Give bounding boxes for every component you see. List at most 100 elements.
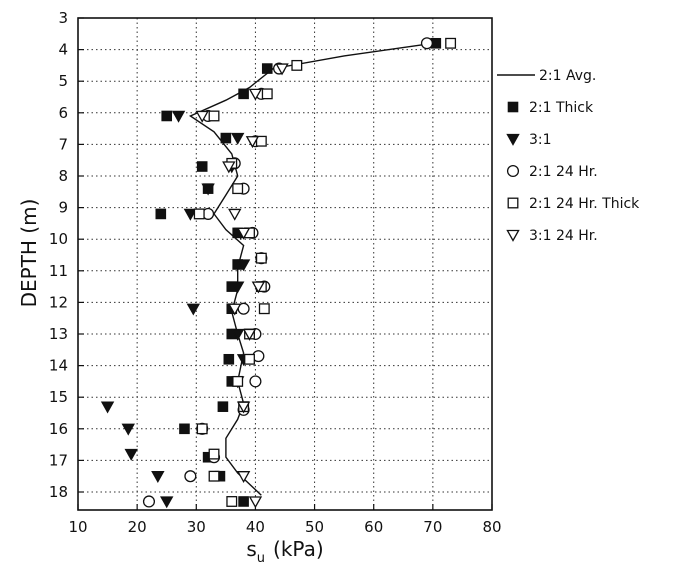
- data-point: [242, 328, 257, 341]
- plot-frame: [77, 17, 493, 511]
- data-point: [186, 303, 201, 316]
- legend-swatch: [507, 197, 519, 209]
- x-tick-label: 20: [128, 518, 147, 536]
- legend-swatch: [506, 164, 520, 178]
- legend: 2:1 Avg. 2:1 Thick 3:1 2:1 24 Hr. 2:1 24 Hr.…: [497, 68, 640, 244]
- legend-item-2-1-avg: 2:1 Avg.: [497, 68, 596, 84]
- y-tick-label: 10: [49, 230, 68, 248]
- data-point: [261, 88, 273, 100]
- y-tick-label: 6: [58, 104, 68, 122]
- y-tick-label: 18: [49, 483, 68, 501]
- y-axis-title: DEPTH (m): [17, 199, 41, 308]
- data-point: [124, 448, 138, 461]
- legend-label: 2:1 Avg.: [539, 68, 596, 84]
- y-tick-label: 11: [49, 262, 68, 280]
- data-point: [179, 423, 190, 435]
- data-point: [222, 161, 236, 174]
- data-point: [208, 110, 220, 122]
- y-tick-label: 9: [58, 199, 68, 217]
- data-point: [420, 37, 433, 50]
- data-point: [245, 136, 260, 149]
- data-point: [230, 328, 245, 341]
- y-tick-label: 15: [49, 388, 68, 406]
- data-point: [230, 281, 245, 294]
- data-point: [255, 252, 267, 264]
- data-point: [223, 353, 235, 365]
- data-point: [249, 375, 262, 388]
- data-point: [232, 183, 244, 195]
- grid: [78, 18, 492, 510]
- data-point: [183, 208, 198, 221]
- legend-item-2-1-24-hr-thick: 2:1 24 Hr. Thick: [507, 196, 640, 212]
- data-point: [195, 110, 209, 123]
- series-3-1-24-hr: [195, 63, 289, 509]
- data-point: [155, 208, 167, 220]
- y-tick-label: 3: [58, 9, 68, 27]
- y-tick-label: 17: [49, 451, 68, 469]
- plot-border: [77, 17, 493, 511]
- data-point: [196, 161, 208, 172]
- y-tick-label: 8: [58, 167, 68, 185]
- data-point: [236, 471, 251, 484]
- data-point: [236, 401, 251, 414]
- y-tick-label: 4: [58, 41, 68, 59]
- x-tick-label: 50: [305, 518, 324, 536]
- x-tick-label: 70: [423, 518, 442, 536]
- data-point: [236, 259, 251, 272]
- data-point: [251, 281, 266, 294]
- data-point: [193, 208, 205, 220]
- data-point: [161, 110, 173, 122]
- series-layer: [100, 37, 457, 509]
- series-2-1-24-hr-thick: [193, 37, 457, 507]
- legend-label: 2:1 Thick: [529, 100, 594, 116]
- legend-label: 2:1 24 Hr. Thick: [529, 196, 640, 212]
- legend-item-3-1-24-hr: 3:1 24 Hr.: [506, 228, 598, 244]
- data-point: [445, 37, 457, 49]
- legend-label: 3:1 24 Hr.: [529, 228, 598, 244]
- legend-item-3-1: 3:1: [506, 132, 552, 148]
- data-point: [171, 110, 186, 123]
- y-tick-label: 16: [49, 420, 68, 438]
- x-tick-label: 10: [68, 518, 87, 536]
- data-point: [238, 496, 249, 507]
- series-2-1-24-hr: [142, 37, 433, 508]
- data-point: [238, 88, 249, 100]
- legend-item-2-1-24-hr: 2:1 24 Hr.: [506, 164, 598, 180]
- legend-swatch: [507, 101, 519, 113]
- data-point: [196, 423, 208, 435]
- data-point: [217, 401, 229, 412]
- y-tick-labels: 3 4 5 6 7 8 9 10 11 12 13 14 15 16 17 18: [49, 9, 68, 501]
- legend-swatch: [506, 133, 520, 146]
- data-point: [100, 401, 115, 414]
- x-tick-labels: 10 20 30 40 50 60 70 80: [68, 518, 501, 536]
- data-point: [236, 227, 251, 240]
- legend-swatch: [506, 229, 520, 242]
- data-point: [160, 496, 174, 509]
- y-tick-label: 13: [49, 325, 68, 343]
- data-point: [232, 375, 244, 387]
- series-line-2-1-avg: [188, 42, 433, 496]
- x-axis-symbol: s: [246, 537, 256, 561]
- data-point: [244, 353, 255, 365]
- data-point: [184, 470, 197, 483]
- x-tick-label: 40: [246, 518, 265, 536]
- y-tick-label: 14: [49, 357, 68, 375]
- y-tick-label: 5: [58, 72, 68, 90]
- data-point: [275, 63, 289, 76]
- x-axis-unit: (kPa): [273, 537, 324, 561]
- x-axis-title: su (kPa): [246, 537, 323, 566]
- x-tick-label: 30: [187, 518, 206, 536]
- x-axis-subscript: u: [257, 551, 265, 566]
- data-point: [230, 132, 245, 145]
- x-tick-label: 60: [364, 518, 383, 536]
- data-point: [208, 448, 220, 460]
- data-point: [261, 63, 273, 74]
- x-tick-label: 80: [482, 518, 501, 536]
- y-tick-label: 12: [49, 293, 68, 311]
- data-point: [248, 496, 263, 509]
- legend-item-2-1-thick: 2:1 Thick: [507, 100, 594, 116]
- data-point: [248, 88, 263, 101]
- data-point: [291, 59, 303, 71]
- legend-label: 3:1: [529, 132, 552, 148]
